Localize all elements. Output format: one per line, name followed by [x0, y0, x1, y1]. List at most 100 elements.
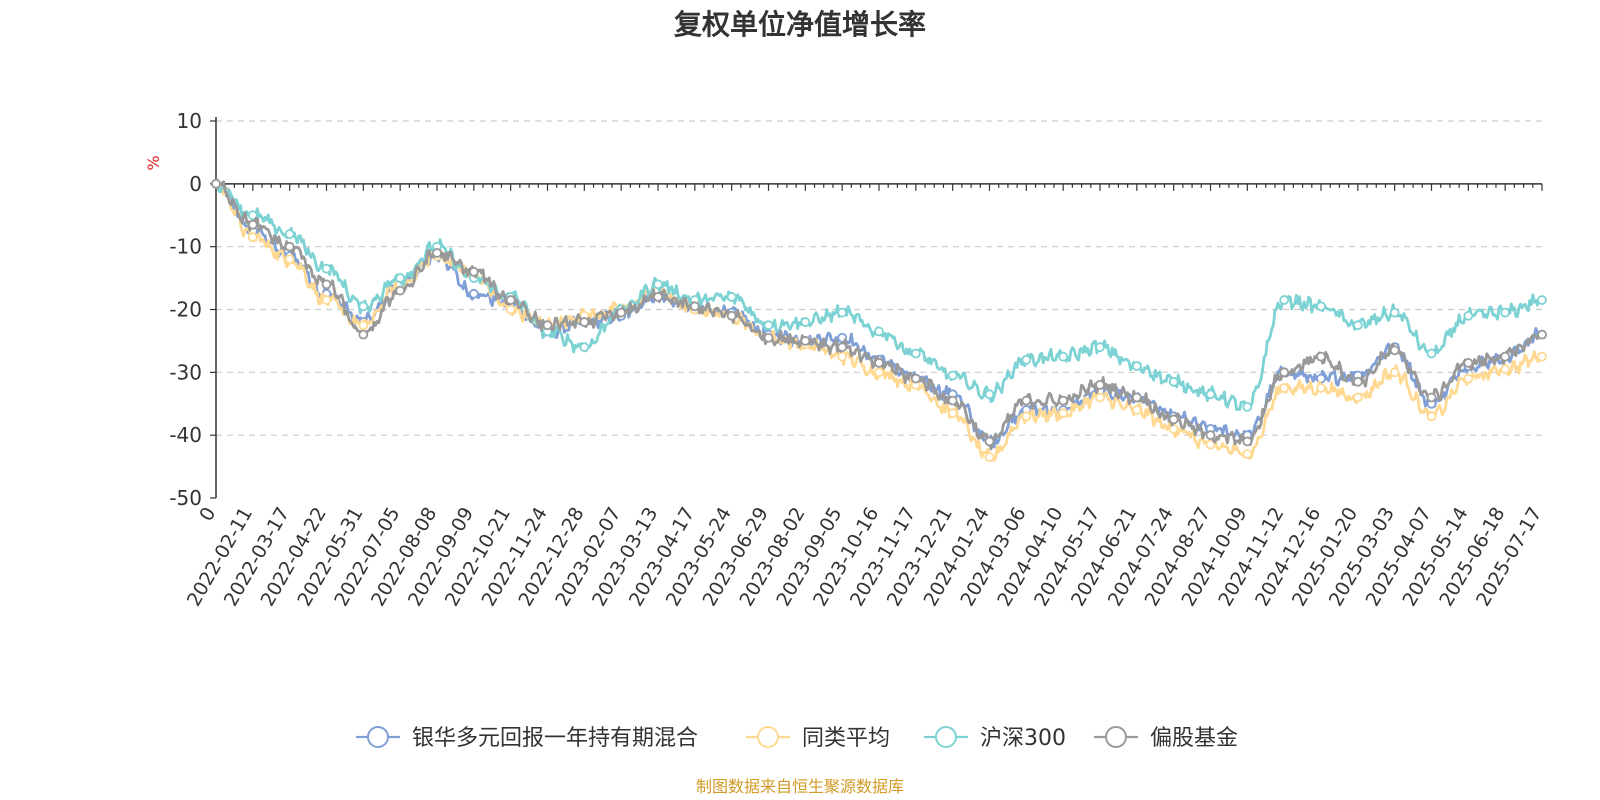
data-point: [1168, 423, 1179, 434]
data-point: [1095, 392, 1105, 403]
data-point: [358, 320, 369, 331]
data-point: [468, 288, 479, 299]
data-point: [874, 326, 884, 337]
data-point: [1389, 307, 1400, 318]
data-point: [1316, 351, 1326, 362]
data-point: [284, 254, 295, 265]
legend[interactable]: 银华多元回报一年持有期混合 同类平均 沪深300 偏股基金: [356, 726, 1238, 751]
legend-marker-icon: [1105, 726, 1127, 748]
chart-title: 复权单位净值增长率: [674, 8, 926, 41]
x-axis-ticks: 02022-02-112022-03-172022-04-222022-05-3…: [183, 183, 1546, 610]
data-point: [1095, 379, 1105, 390]
legend-item[interactable]: 偏股基金: [1094, 726, 1238, 751]
data-point: [358, 329, 369, 340]
data-point: [1058, 408, 1069, 419]
series-0: [211, 178, 1547, 449]
data-point: [1021, 411, 1032, 422]
data-point: [874, 358, 884, 368]
legend-marker-icon: [367, 726, 389, 748]
legend-item[interactable]: 同类平均: [746, 726, 890, 751]
data-point: [1242, 401, 1253, 412]
data-point: [1537, 295, 1547, 305]
legend-label: 同类平均: [802, 726, 890, 751]
data-point: [726, 292, 737, 302]
series-lines: [211, 178, 1547, 463]
data-point: [1205, 439, 1216, 450]
data-point: [1463, 358, 1474, 368]
data-point: [763, 332, 774, 343]
data-point: [1389, 367, 1400, 378]
data-point: [1279, 383, 1290, 393]
data-point: [1537, 329, 1547, 340]
series-2: [211, 178, 1547, 412]
data-point: [1168, 376, 1179, 387]
data-point: [247, 232, 258, 243]
data-point: [1242, 436, 1253, 447]
data-point: [284, 229, 295, 240]
data-point: [984, 436, 995, 447]
data-point: [910, 373, 921, 384]
data-point: [837, 307, 848, 318]
data-point: [1426, 392, 1437, 403]
data-point: [1279, 367, 1290, 378]
data-point: [505, 295, 516, 305]
data-point: [211, 178, 221, 189]
legend-item[interactable]: 银华多元回报一年持有期混合: [356, 726, 698, 751]
series-3: [211, 178, 1547, 451]
data-point: [726, 310, 737, 321]
y-tick-label: 10: [177, 109, 202, 133]
data-point: [1095, 342, 1105, 353]
data-point: [1205, 389, 1216, 400]
data-point: [542, 320, 553, 331]
data-point: [247, 210, 258, 221]
data-point: [321, 295, 332, 305]
data-point: [1352, 376, 1363, 387]
x-tick-label: 0: [195, 504, 220, 525]
data-point: [1242, 449, 1253, 459]
data-point: [468, 266, 479, 277]
y-tick-label: -50: [169, 486, 202, 510]
data-point: [1537, 351, 1547, 362]
y-tick-label: -10: [169, 235, 202, 259]
data-point: [1500, 351, 1511, 362]
source-note: 制图数据来自恒生聚源数据库: [696, 777, 904, 796]
data-point: [1021, 354, 1032, 365]
data-point: [1352, 392, 1363, 403]
data-point: [395, 273, 406, 283]
data-point: [653, 292, 663, 302]
legend-label: 银华多元回报一年持有期混合: [412, 726, 698, 751]
y-tick-label: -20: [169, 298, 202, 322]
data-point: [1426, 348, 1437, 359]
y-tick-label: -30: [169, 360, 202, 384]
legend-marker-icon: [935, 726, 957, 748]
data-point: [1463, 310, 1474, 321]
data-point: [1389, 345, 1400, 356]
data-point: [579, 317, 590, 327]
data-point: [1131, 392, 1142, 403]
data-point: [321, 263, 332, 274]
legend-label: 偏股基金: [1150, 726, 1238, 751]
y-axis-unit: %: [144, 155, 163, 170]
data-point: [947, 370, 958, 381]
y-tick-label: -40: [169, 423, 202, 447]
data-point: [1316, 301, 1326, 312]
data-point: [1131, 405, 1142, 415]
legend-item[interactable]: 沪深300: [924, 726, 1066, 751]
data-point: [1058, 351, 1069, 362]
data-point: [1021, 395, 1032, 406]
data-point: [1426, 411, 1437, 422]
data-point: [763, 320, 774, 331]
data-point: [1500, 307, 1511, 318]
data-point: [984, 389, 995, 400]
data-point: [1058, 395, 1069, 406]
data-point: [321, 279, 332, 290]
y-axis-ticks: 10 0 -10 -20 -30 -40 -50: [169, 109, 216, 510]
legend-label: 沪深300: [980, 726, 1066, 751]
data-point: [837, 351, 848, 362]
data-point: [616, 307, 627, 318]
data-point: [874, 367, 884, 378]
data-point: [247, 219, 258, 230]
data-point: [1205, 430, 1216, 441]
data-point: [358, 301, 369, 312]
